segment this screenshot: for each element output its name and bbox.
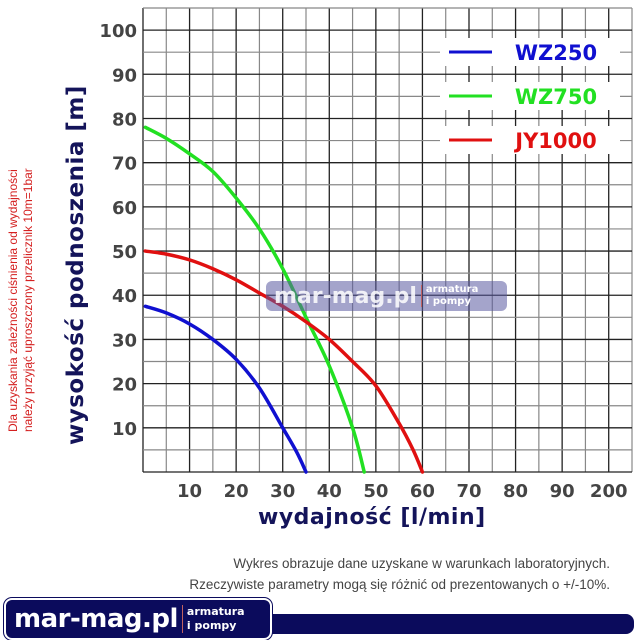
y-tick-label: 50 (112, 242, 137, 263)
y-tick-label: 60 (112, 198, 137, 219)
x-tick-label: 200 (590, 481, 628, 500)
watermark-logo: mar-mag.pl armatura i pompy (266, 281, 507, 311)
x-tick-label: 30 (270, 481, 295, 500)
y-axis-label: wysokość podnoszenia [m] (63, 85, 89, 445)
watermark-sub1: armatura (425, 284, 479, 295)
x-tick-label: 70 (456, 481, 481, 500)
x-tick-label: 60 (410, 481, 435, 500)
note-line-2: należy przyjąć uproszczony przelicznik 1… (21, 168, 35, 432)
disclaimer-line-1: Wykres obrazuje dane uzyskane w warunkac… (233, 556, 610, 571)
note-line-1: Dla uzyskania zależności ciśnienia od wy… (6, 169, 20, 432)
x-tick-label: 50 (363, 481, 388, 500)
y-tick-label: 40 (112, 286, 137, 307)
brand-logo[interactable]: mar-mag.pl armatura i pompy (4, 598, 272, 640)
watermark-sub2: i pompy (425, 296, 471, 307)
watermark-text: mar-mag.pl (274, 283, 417, 309)
x-axis-label: wydajność [l/min] (258, 505, 486, 530)
x-tick-label: 80 (503, 481, 528, 500)
y-tick-label: 80 (112, 109, 137, 130)
x-tick-label: 40 (317, 481, 342, 500)
x-tick-label: 10 (177, 481, 202, 500)
logo-sub1: armatura (186, 605, 245, 618)
pressure-conversion-note: Dla uzyskania zależności ciśnienia od wy… (6, 168, 36, 432)
y-tick-label: 20 (112, 375, 137, 396)
legend-label-wz250: WZ250 (515, 41, 597, 65)
watermark-subtext: armatura i pompy (426, 284, 478, 308)
y-tick-label: 70 (112, 154, 137, 175)
series-line-wz750 (143, 125, 366, 474)
series-line-wz250 (143, 304, 308, 474)
logo-subtext: armatura i pompy (187, 605, 245, 633)
x-tick-label: 20 (224, 481, 249, 500)
y-tick-label: 30 (112, 330, 137, 351)
y-tick-label: 100 (99, 21, 137, 42)
pump-curve-chart: 10 20 30 40 50 60 70 80 90 200 10 20 30 40 50 60 70 80 90 1… (99, 7, 633, 500)
footer-bar (250, 614, 634, 634)
x-tick-label: 90 (550, 481, 575, 500)
y-tick-label: 90 (112, 65, 137, 86)
watermark-separator (420, 285, 422, 307)
logo-text: mar-mag.pl (14, 604, 178, 634)
disclaimer: Wykres obrazuje dane uzyskane w warunkac… (189, 553, 610, 595)
logo-separator (181, 605, 183, 633)
series-line-jy1000 (143, 249, 425, 474)
y-tick-label: 10 (112, 419, 137, 440)
logo-sub2: i pompy (186, 619, 237, 632)
disclaimer-line-2: Rzeczywiste parametry mogą się różnić od… (189, 577, 610, 592)
legend-label-jy1000: JY1000 (513, 129, 596, 153)
legend-label-wz750: WZ750 (515, 85, 597, 109)
